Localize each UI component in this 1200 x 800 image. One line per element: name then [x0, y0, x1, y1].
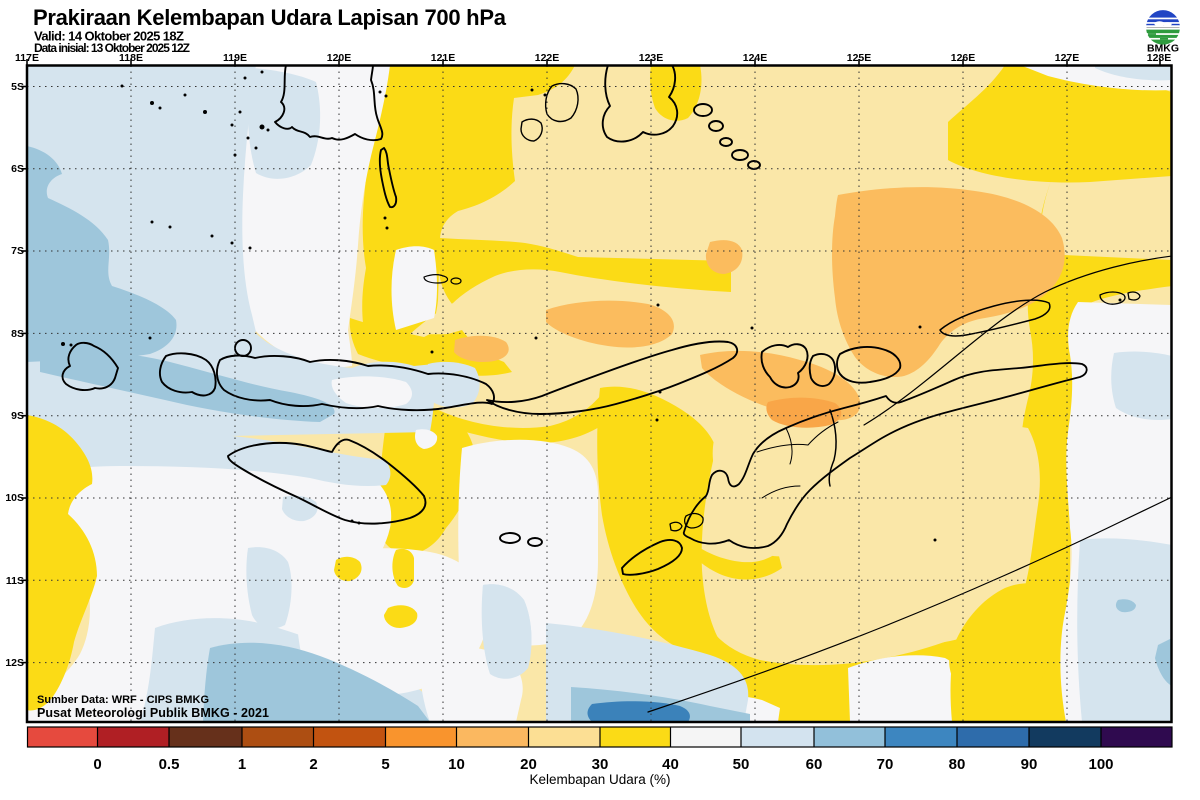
svg-text:12S: 12S [5, 657, 24, 669]
svg-text:128E: 128E [1147, 52, 1172, 64]
svg-text:10: 10 [448, 756, 465, 773]
svg-text:BMKG: BMKG [1147, 43, 1179, 55]
svg-text:Sumber Data: WRF - CIPS BMKG: Sumber Data: WRF - CIPS BMKG [37, 694, 209, 706]
svg-text:70: 70 [877, 756, 894, 773]
svg-text:60: 60 [806, 756, 823, 773]
svg-text:50: 50 [733, 756, 750, 773]
svg-text:80: 80 [949, 756, 966, 773]
svg-text:9S: 9S [11, 410, 24, 422]
svg-text:11S: 11S [6, 575, 24, 587]
svg-text:126E: 126E [951, 52, 976, 64]
svg-text:5: 5 [381, 756, 389, 773]
svg-text:0.5: 0.5 [159, 756, 180, 773]
svg-text:127E: 127E [1055, 52, 1080, 64]
svg-text:90: 90 [1021, 756, 1038, 773]
svg-text:Valid: 14 Oktober 2025 18Z: Valid: 14 Oktober 2025 18Z [34, 29, 184, 44]
svg-text:125E: 125E [847, 52, 872, 64]
svg-text:123E: 123E [639, 52, 664, 64]
svg-text:6S: 6S [11, 163, 24, 175]
svg-text:118E: 118E [119, 52, 143, 64]
svg-text:120E: 120E [327, 52, 352, 64]
svg-text:Data inisial: 13 Oktober 2025: Data inisial: 13 Oktober 2025 12Z [34, 41, 190, 55]
svg-text:121E: 121E [431, 52, 456, 64]
svg-text:122E: 122E [535, 52, 560, 64]
svg-text:Pusat Meteorologi Publik BMKG: Pusat Meteorologi Publik BMKG - 2021 [37, 706, 269, 720]
svg-text:40: 40 [662, 756, 679, 773]
svg-text:30: 30 [592, 756, 609, 773]
svg-text:124E: 124E [743, 52, 768, 64]
svg-text:0: 0 [93, 756, 101, 773]
svg-text:2: 2 [309, 756, 317, 773]
svg-text:5S: 5S [11, 81, 24, 93]
svg-text:119E: 119E [223, 52, 247, 64]
svg-text:8S: 8S [11, 328, 24, 340]
svg-text:7S: 7S [11, 245, 24, 257]
svg-text:Kelembapan Udara (%): Kelembapan Udara (%) [529, 772, 670, 787]
svg-text:117E: 117E [15, 52, 39, 64]
svg-text:1: 1 [238, 756, 246, 773]
svg-text:10S: 10S [5, 492, 24, 504]
svg-text:20: 20 [520, 756, 537, 773]
svg-text:Prakiraan Kelembapan Udara Lap: Prakiraan Kelembapan Udara Lapisan 700 h… [33, 5, 507, 30]
svg-text:100: 100 [1088, 756, 1113, 773]
